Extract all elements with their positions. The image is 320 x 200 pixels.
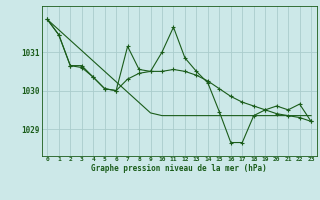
X-axis label: Graphe pression niveau de la mer (hPa): Graphe pression niveau de la mer (hPa) [91, 164, 267, 173]
